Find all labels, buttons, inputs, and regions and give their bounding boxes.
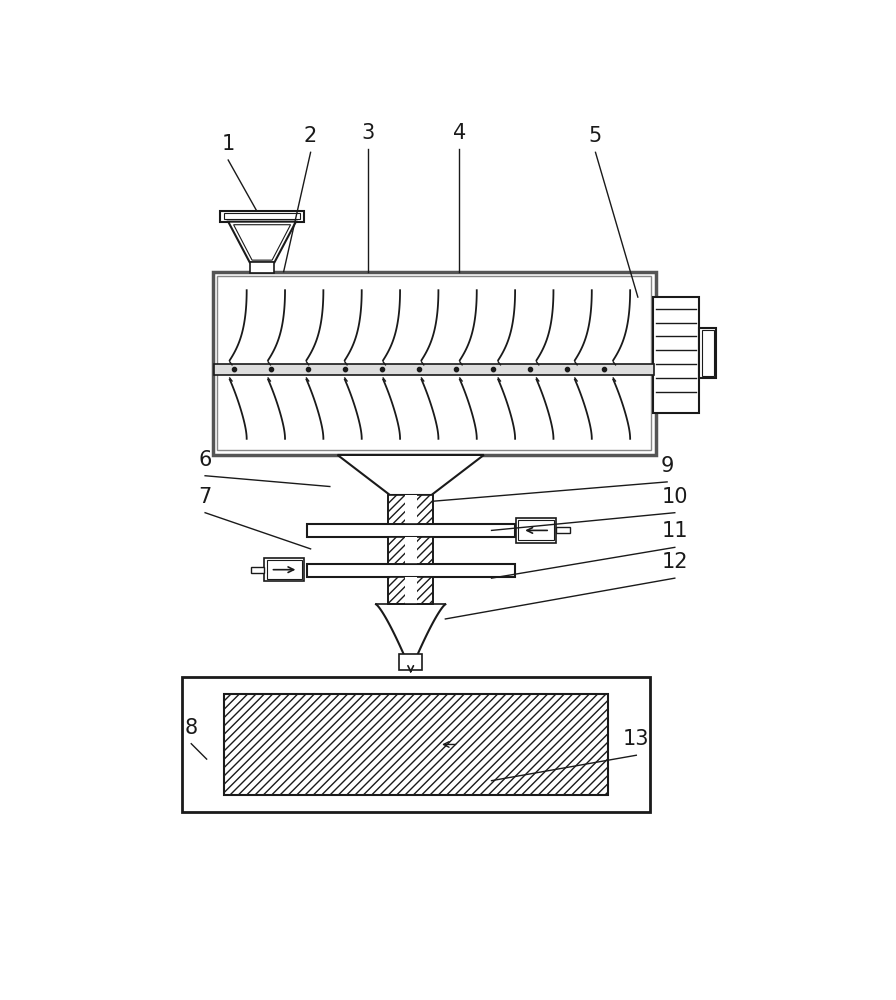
Text: 10: 10 bbox=[661, 487, 688, 507]
Bar bbox=[411, 495, 433, 524]
Text: 11: 11 bbox=[661, 521, 688, 541]
Bar bbox=[519, 520, 554, 540]
Text: 12: 12 bbox=[661, 552, 688, 572]
Text: 9: 9 bbox=[660, 456, 674, 476]
Bar bbox=[388, 537, 410, 564]
Bar bbox=[404, 537, 417, 564]
Bar bbox=[182, 677, 650, 812]
Text: 8: 8 bbox=[185, 718, 198, 738]
Bar bbox=[702, 330, 714, 376]
Bar bbox=[264, 558, 305, 581]
Bar bbox=[700, 328, 717, 378]
Bar bbox=[251, 567, 264, 573]
Bar bbox=[213, 272, 656, 455]
Bar bbox=[220, 211, 305, 222]
Bar bbox=[556, 527, 570, 533]
Bar bbox=[388, 577, 410, 604]
Bar bbox=[388, 495, 410, 524]
Text: 4: 4 bbox=[452, 123, 466, 143]
Polygon shape bbox=[338, 455, 484, 495]
Bar bbox=[404, 495, 417, 524]
Bar bbox=[224, 694, 607, 795]
Bar bbox=[404, 577, 417, 604]
Bar bbox=[306, 524, 514, 537]
Bar bbox=[516, 518, 556, 543]
Text: 7: 7 bbox=[199, 487, 211, 507]
Bar bbox=[653, 297, 700, 413]
Bar bbox=[411, 537, 433, 564]
Bar bbox=[411, 577, 433, 604]
Polygon shape bbox=[228, 222, 296, 262]
Text: 1: 1 bbox=[221, 134, 235, 154]
Text: 2: 2 bbox=[304, 126, 317, 146]
Bar bbox=[218, 276, 650, 450]
Text: 3: 3 bbox=[362, 123, 375, 143]
Text: 5: 5 bbox=[589, 126, 602, 146]
Bar bbox=[399, 654, 422, 670]
Bar bbox=[267, 560, 302, 579]
Text: 13: 13 bbox=[623, 729, 650, 749]
Bar bbox=[224, 213, 300, 219]
Bar bbox=[306, 564, 514, 577]
Text: 6: 6 bbox=[198, 450, 211, 470]
Bar bbox=[250, 262, 274, 273]
Bar bbox=[214, 364, 654, 375]
